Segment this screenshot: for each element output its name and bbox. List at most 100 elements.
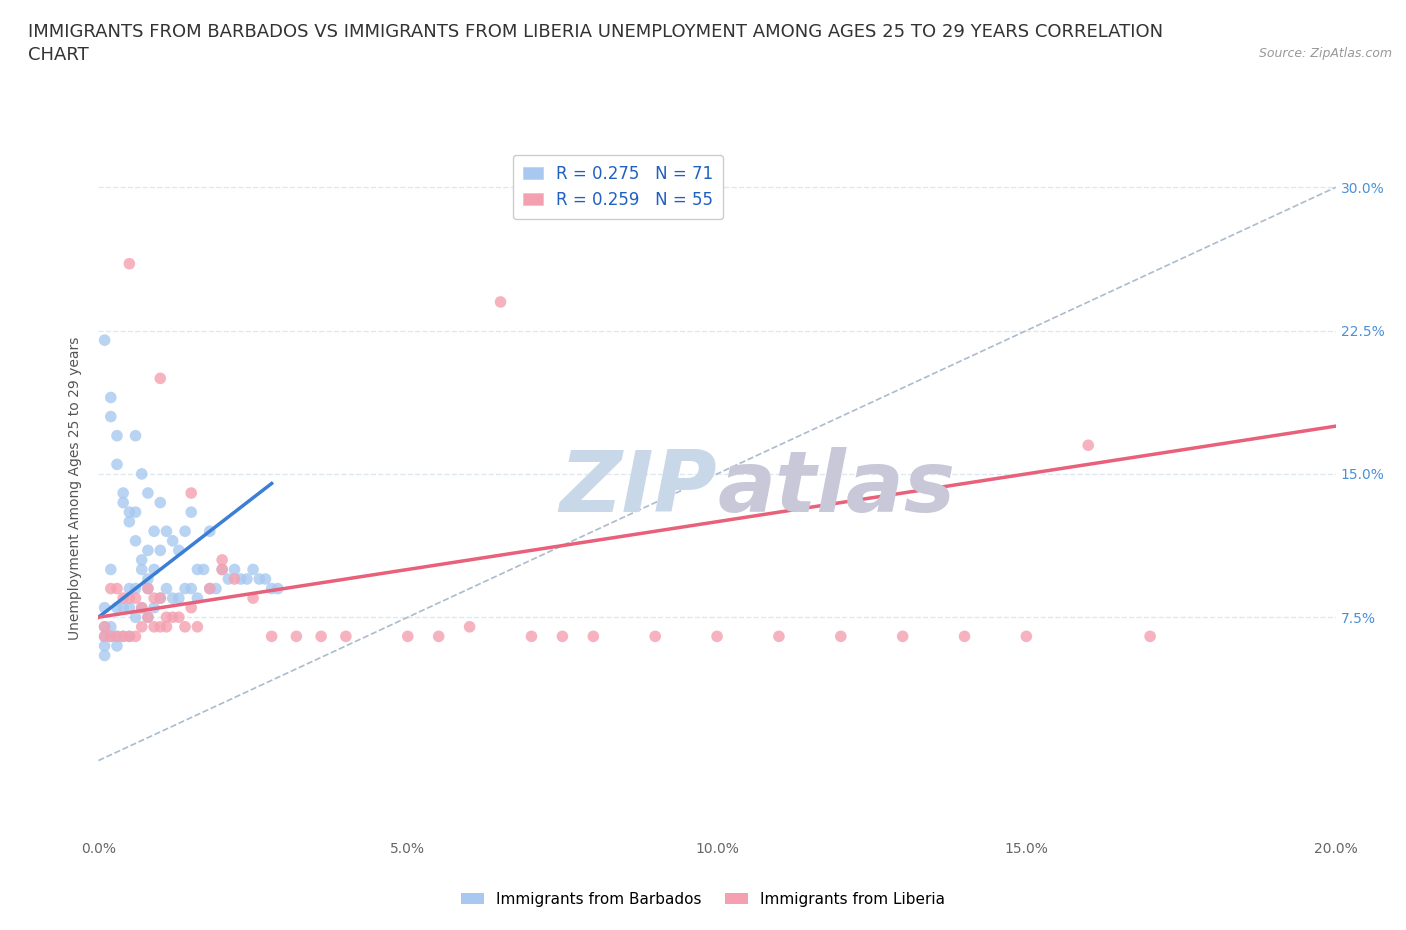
Point (112, 629, 135, 644)
Point (124, 505, 146, 520)
Point (167, 610, 190, 625)
Point (118, 629, 141, 644)
Point (174, 619, 197, 634)
Point (100, 629, 122, 644)
Text: CHART: CHART (28, 46, 89, 64)
Point (309, 629, 332, 644)
Point (136, 581, 159, 596)
Point (105, 428, 128, 443)
Point (180, 505, 202, 520)
Point (149, 371, 172, 386)
Text: atlas: atlas (717, 446, 955, 530)
Point (242, 562, 264, 577)
Point (124, 581, 146, 596)
Point (143, 619, 166, 634)
Point (180, 581, 202, 596)
Point (211, 562, 233, 577)
Point (100, 390, 122, 405)
Point (105, 600, 128, 615)
Point (260, 629, 283, 644)
Point (131, 600, 153, 615)
Point (180, 485, 202, 500)
Point (124, 534, 146, 549)
Point (105, 629, 128, 644)
Point (155, 619, 177, 634)
Point (186, 562, 208, 577)
Point (131, 562, 153, 577)
Point (118, 591, 141, 605)
Point (112, 591, 135, 605)
Point (162, 591, 184, 605)
Point (180, 600, 202, 615)
Point (198, 581, 221, 596)
Point (1077, 438, 1099, 453)
Point (112, 600, 135, 615)
Point (93, 639, 115, 654)
Point (768, 629, 790, 644)
Point (162, 610, 184, 625)
Point (105, 629, 128, 644)
Point (100, 562, 122, 577)
Point (260, 581, 283, 596)
Point (100, 619, 122, 634)
Point (136, 610, 159, 625)
Text: IMMIGRANTS FROM BARBADOS VS IMMIGRANTS FROM LIBERIA UNEMPLOYMENT AMONG AGES 25 T: IMMIGRANTS FROM BARBADOS VS IMMIGRANTS F… (28, 23, 1163, 41)
Point (224, 562, 246, 577)
Point (136, 485, 159, 500)
Point (489, 295, 512, 310)
Point (149, 495, 172, 510)
Point (143, 600, 166, 615)
Point (427, 629, 450, 644)
Point (211, 562, 233, 577)
Point (193, 562, 215, 577)
Point (155, 610, 177, 625)
Point (93, 333, 115, 348)
Point (136, 610, 159, 625)
Point (174, 524, 197, 538)
Point (112, 485, 135, 500)
Point (143, 524, 166, 538)
Point (174, 581, 197, 596)
Point (217, 572, 239, 587)
Point (644, 629, 666, 644)
Point (149, 543, 172, 558)
Y-axis label: Unemployment Among Ages 25 to 29 years: Unemployment Among Ages 25 to 29 years (69, 337, 83, 640)
Point (93, 648, 115, 663)
Point (186, 591, 208, 605)
Point (335, 629, 357, 644)
Point (458, 619, 481, 634)
Point (167, 543, 190, 558)
Legend: Immigrants from Barbados, Immigrants from Liberia: Immigrants from Barbados, Immigrants fro… (456, 886, 950, 913)
Point (149, 619, 172, 634)
Text: Source: ZipAtlas.com: Source: ZipAtlas.com (1258, 46, 1392, 60)
Point (162, 534, 184, 549)
Point (143, 562, 166, 577)
Point (830, 629, 852, 644)
Point (155, 524, 177, 538)
Point (149, 591, 172, 605)
Point (551, 629, 574, 644)
Point (100, 409, 122, 424)
Point (953, 629, 976, 644)
Point (100, 581, 122, 596)
Point (285, 629, 308, 644)
Point (136, 572, 159, 587)
Point (198, 524, 221, 538)
Point (205, 581, 228, 596)
Point (706, 629, 728, 644)
Point (118, 629, 141, 644)
Point (93, 600, 115, 615)
Point (131, 467, 153, 482)
Point (124, 610, 146, 625)
Point (267, 581, 290, 596)
Point (136, 581, 159, 596)
Point (93, 629, 115, 644)
Point (186, 619, 208, 634)
Point (1015, 629, 1038, 644)
Point (124, 629, 146, 644)
Point (236, 572, 259, 587)
Point (118, 505, 141, 520)
Point (112, 629, 135, 644)
Point (582, 629, 605, 644)
Point (93, 619, 115, 634)
